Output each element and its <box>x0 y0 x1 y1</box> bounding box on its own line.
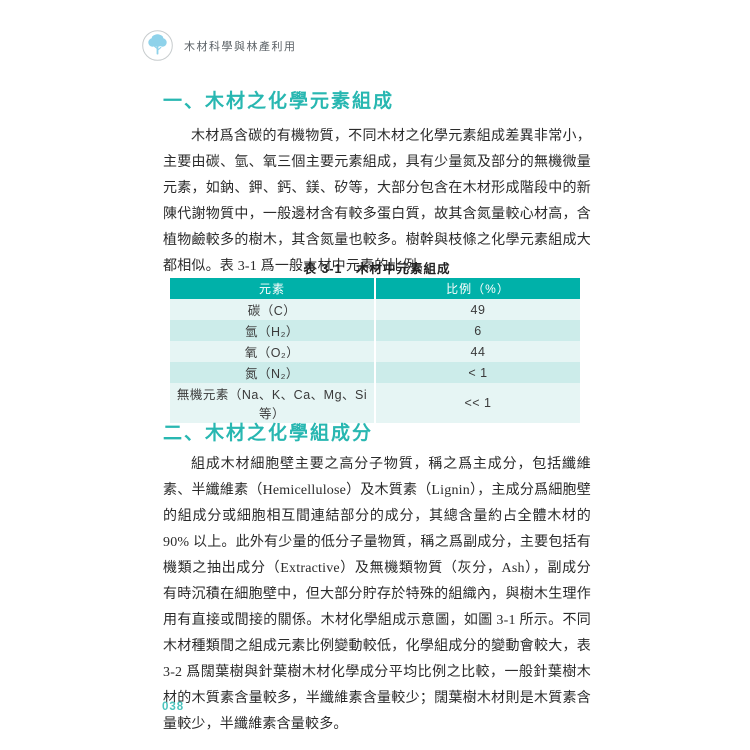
tree-icon <box>142 30 173 61</box>
cell-ratio: 6 <box>374 320 580 341</box>
table-row-hydrogen: 氫（H₂） 6 <box>170 320 580 341</box>
section-1-paragraph: 木材爲含碳的有機物質，不同木材之化學元素組成差異非常小，主要由碳、氫、氧三個主要… <box>163 129 591 274</box>
page-number: 038 <box>162 701 185 713</box>
column-header-ratio: 比例（%） <box>374 278 580 299</box>
column-header-element: 元素 <box>170 278 375 299</box>
cell-element: 氫（H₂） <box>170 320 375 341</box>
page-content: 一、木材之化學元素組成 木材爲含碳的有機物質，不同木材之化學元素組成差異非常小，… <box>163 86 591 732</box>
cell-ratio: 44 <box>374 341 580 362</box>
table-row-carbon: 碳（C） 49 <box>170 299 580 320</box>
table-row-oxygen: 氧（O₂） 44 <box>170 341 580 362</box>
cell-element: 無機元素（Na、K、Ca、Mg、Si 等） <box>170 383 375 423</box>
section-2-heading: 二、木材之化學組成分 <box>163 423 374 444</box>
table-caption: 表 3-1 木材中元素組成 <box>303 262 451 276</box>
section-2-paragraph: 組成木材細胞壁主要之高分子物質，稱之爲主成分，包括纖維素、半纖維素（Hemice… <box>163 457 591 732</box>
cell-ratio: 49 <box>374 299 580 320</box>
book-title: 木材科學與林產利用 <box>184 40 297 53</box>
cell-element: 氧（O₂） <box>170 341 375 362</box>
table-row-inorganic: 無機元素（Na、K、Ca、Mg、Si 等） << 1 <box>170 383 580 423</box>
page-header: 木材科學與林產利用 <box>142 30 297 61</box>
cell-ratio: < 1 <box>374 362 580 383</box>
table-row-nitrogen: 氮（N₂） < 1 <box>170 362 580 383</box>
cell-ratio: << 1 <box>374 383 580 423</box>
section-1-heading: 一、木材之化學元素組成 <box>163 91 395 112</box>
elements-table: 元素 比例（%） 碳（C） 49 氫（H₂） 6 氧（O₂） 44 <box>170 278 580 423</box>
cell-element: 碳（C） <box>170 299 375 320</box>
cell-element: 氮（N₂） <box>170 362 375 383</box>
table-header-row: 元素 比例（%） <box>170 278 580 299</box>
